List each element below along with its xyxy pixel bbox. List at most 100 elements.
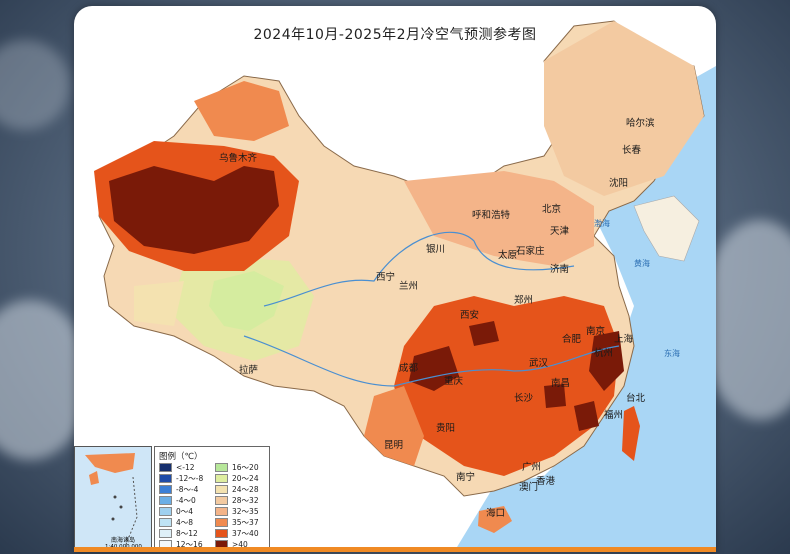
city-tianjin: 天津	[550, 226, 570, 237]
city-nanning: 南宁	[456, 471, 475, 483]
zone-35-37-south	[364, 386, 424, 466]
south-china-sea-inset: 南海诸岛 1:40 000 000	[74, 446, 152, 552]
legend-item: 35～37	[215, 518, 259, 527]
zone-35-37-north-xinjiang	[194, 81, 289, 141]
taiwan-land	[622, 406, 640, 461]
sea-label-east: 东海	[664, 348, 680, 358]
legend-label: 35～37	[232, 518, 259, 527]
city-shijiazhuang: 石家庄	[516, 245, 545, 257]
bottom-accent-bar	[74, 547, 716, 552]
zone-gt40-xinjiang	[109, 166, 279, 254]
city-shanghai: 上海	[614, 333, 634, 345]
zone-37-40-south	[394, 296, 619, 476]
city-jinan: 济南	[550, 263, 569, 275]
zone-32-35-north	[404, 171, 594, 266]
zone-gt40-jiangxi	[544, 384, 566, 408]
city-hohhot: 呼和浩特	[472, 209, 511, 221]
zone-28-32-northeast	[544, 21, 704, 196]
legend-label: 32～35	[232, 507, 259, 516]
sea-label-bohai: 渤海	[594, 218, 610, 228]
inset-title: 南海诸岛	[111, 537, 136, 544]
legend-item: 0～4	[159, 507, 193, 516]
legend-swatch	[215, 485, 228, 494]
background-cloud	[0, 40, 70, 130]
city-beijing: 北京	[542, 203, 561, 215]
zone-20-24	[169, 256, 314, 361]
city-hangzhou: 杭州	[594, 347, 613, 359]
city-lanzhou: 兰州	[399, 280, 418, 292]
china-temperature-map: 渤海 黄海 东海 乌鲁木齐 哈尔滨 长春 沈阳 北京 天津 呼和浩特 银川 石家…	[94, 20, 716, 552]
city-yinchuan: 银川	[426, 243, 445, 255]
legend-label: 28～32	[232, 496, 259, 505]
city-changchun: 长春	[622, 144, 642, 156]
legend-item: 4～8	[159, 518, 193, 527]
legend-label: 20～24	[232, 474, 259, 483]
legend-item: 24～28	[215, 485, 259, 494]
legend-label: -4～0	[176, 496, 196, 505]
city-taiyuan: 太原	[498, 249, 517, 261]
legend-swatch	[159, 474, 172, 483]
city-haikou: 海口	[486, 507, 505, 519]
city-urumqi: 乌鲁木齐	[219, 152, 258, 164]
legend-label: 8～12	[176, 529, 198, 538]
legend-label: 0～4	[176, 507, 194, 516]
legend-swatch	[159, 496, 172, 505]
sea-area	[454, 66, 716, 552]
city-chengdu: 成都	[399, 362, 419, 374]
legend-item: 32～35	[215, 507, 259, 516]
city-guangzhou: 广州	[522, 461, 541, 473]
yellow-river	[263, 231, 575, 307]
legend-item: 37～40	[215, 529, 259, 538]
city-nanjing: 南京	[586, 325, 605, 337]
legend-item: 16～20	[215, 463, 259, 472]
city-hongkong: 香港	[536, 475, 556, 487]
legend-label: -12～-8	[176, 474, 204, 483]
legend-item: 28～32	[215, 496, 259, 505]
map-legend: 图例（℃） <-12 -12～-8 -8～-4 -4～0 0～4 4～8 8～12 12～16…	[154, 446, 270, 552]
city-shenyang: 沈阳	[609, 177, 628, 189]
city-labels: 乌鲁木齐 哈尔滨 长春 沈阳 北京 天津 呼和浩特 银川 石家庄 太原 济南 西…	[219, 117, 655, 519]
city-macau: 澳门	[519, 481, 538, 493]
city-zhengzhou: 郑州	[514, 294, 533, 306]
legend-label: -8～-4	[176, 485, 199, 494]
legend-item: -4～0	[159, 496, 196, 505]
legend-swatch	[215, 496, 228, 505]
legend-swatch	[215, 507, 228, 516]
legend-title: 图例（℃）	[159, 452, 203, 462]
legend-swatch	[215, 518, 228, 527]
legend-label: >40	[232, 540, 248, 549]
city-changsha: 长沙	[514, 392, 534, 404]
legend-swatch	[159, 463, 172, 472]
city-fuzhou: 福州	[604, 409, 623, 421]
korea-land	[633, 195, 700, 262]
city-lhasa: 拉萨	[239, 364, 259, 376]
city-guiyang: 贵阳	[436, 422, 455, 434]
legend-label: <-12	[176, 463, 195, 472]
legend-label: 37～40	[232, 529, 259, 538]
map-panel: 2024年10月-2025年2月冷空气预测参考图 渤海	[74, 6, 716, 552]
legend-item: <-12	[159, 463, 195, 472]
map-title: 2024年10月-2025年2月冷空气预测参考图	[253, 27, 537, 43]
legend-swatch	[159, 518, 172, 527]
legend-swatch	[159, 485, 172, 494]
city-xining: 西宁	[376, 271, 395, 283]
legend-item: 8～12	[159, 529, 198, 538]
legend-swatch	[215, 529, 228, 538]
legend-label: 12～16	[176, 540, 203, 549]
city-xian: 西安	[460, 309, 479, 321]
zone-gt40-fujian	[574, 401, 599, 431]
inset-map	[85, 453, 138, 548]
yangtze-river	[243, 335, 620, 387]
legend-item: -12～-8	[159, 474, 203, 483]
legend-item: -8～-4	[159, 485, 198, 494]
legend-label: 24～28	[232, 485, 259, 494]
city-harbin: 哈尔滨	[626, 117, 655, 129]
sea-label-yellow: 黄海	[634, 258, 650, 268]
zone-24-28	[134, 281, 184, 326]
legend-label: 16～20	[232, 463, 259, 472]
legend-swatch	[215, 463, 228, 472]
hainan-land	[478, 506, 512, 533]
legend-swatch	[159, 507, 172, 516]
city-kunming: 昆明	[384, 440, 403, 451]
legend-label: 4～8	[176, 518, 194, 527]
